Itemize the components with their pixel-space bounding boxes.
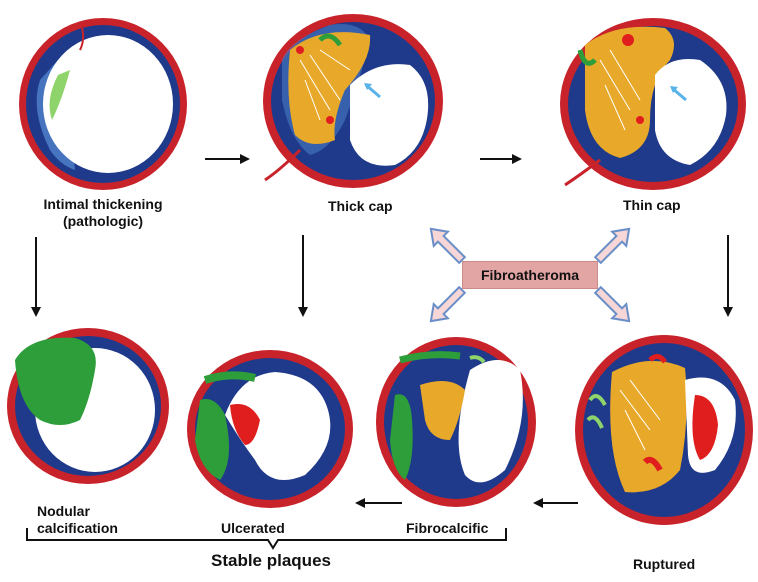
vessel-ruptured bbox=[575, 335, 753, 525]
vessel-thin-cap bbox=[560, 18, 746, 190]
calcium-nodule bbox=[15, 337, 96, 425]
vessel-intimal-thickening bbox=[19, 18, 187, 190]
fibroatheroma-arrows bbox=[429, 227, 631, 323]
vessel-ulcerated bbox=[187, 350, 353, 508]
arrow-fibro-to-fibrocalcific bbox=[429, 285, 467, 323]
necrotic-core bbox=[585, 26, 674, 158]
label-thin-cap: Thin cap bbox=[623, 197, 681, 213]
vessel-thick-cap bbox=[263, 14, 443, 188]
label-nodular: Nodular bbox=[37, 503, 90, 519]
stable-plaques-bracket bbox=[26, 528, 507, 550]
label-fibrocalcific: Fibrocalcific bbox=[406, 520, 489, 536]
vessel-fibrocalcific bbox=[376, 337, 536, 507]
label-intimal-thickening-line1: Intimal thickening bbox=[43, 196, 163, 212]
arrow-fibro-to-ruptured bbox=[593, 285, 631, 323]
label-intimal-thickening: Intimal thickening (pathologic) bbox=[28, 196, 178, 230]
label-thick-cap: Thick cap bbox=[328, 198, 393, 214]
label-ulcerated: Ulcerated bbox=[221, 520, 285, 536]
necrotic-core bbox=[288, 32, 371, 145]
label-nodular-calcification: Nodular calcification bbox=[37, 503, 118, 537]
arrow-fibro-to-thin-cap bbox=[593, 227, 631, 265]
arrow-fibro-to-thick-cap bbox=[429, 227, 467, 265]
fibroatheroma-box: Fibroatheroma bbox=[462, 261, 598, 289]
label-intimal-thickening-line2: (pathologic) bbox=[62, 213, 144, 229]
ulcer-thrombus bbox=[230, 404, 260, 445]
calcium-deposit bbox=[49, 70, 70, 120]
label-stable-plaques: Stable plaques bbox=[211, 551, 331, 570]
label-calcification: calcification bbox=[37, 520, 118, 536]
label-ruptured: Ruptured bbox=[633, 556, 696, 572]
vessel-nodular-calcification bbox=[7, 328, 169, 484]
thrombus bbox=[692, 395, 718, 460]
